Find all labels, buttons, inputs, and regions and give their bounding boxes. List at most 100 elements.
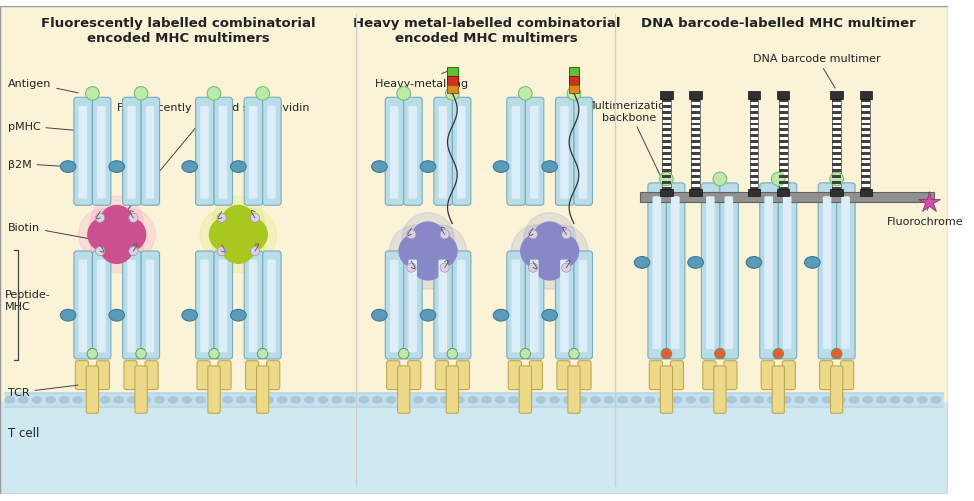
FancyBboxPatch shape xyxy=(128,260,135,353)
Ellipse shape xyxy=(522,396,533,404)
Bar xyxy=(692,164,700,167)
FancyBboxPatch shape xyxy=(568,366,581,413)
FancyBboxPatch shape xyxy=(457,260,466,353)
Circle shape xyxy=(112,217,146,253)
Circle shape xyxy=(511,225,563,278)
FancyBboxPatch shape xyxy=(762,361,774,390)
FancyBboxPatch shape xyxy=(555,252,574,359)
Bar xyxy=(692,135,700,138)
Ellipse shape xyxy=(604,396,615,404)
Ellipse shape xyxy=(58,396,69,404)
Ellipse shape xyxy=(713,396,724,404)
Text: Heavy metal-labelled combinatorial
encoded MHC multimers: Heavy metal-labelled combinatorial encod… xyxy=(353,17,620,45)
Bar xyxy=(861,158,870,161)
Bar xyxy=(750,164,759,167)
Ellipse shape xyxy=(468,396,478,404)
Bar xyxy=(830,189,843,197)
FancyBboxPatch shape xyxy=(819,361,833,390)
Circle shape xyxy=(402,213,454,265)
Circle shape xyxy=(129,214,138,223)
FancyBboxPatch shape xyxy=(390,260,398,353)
Bar xyxy=(832,96,841,193)
FancyBboxPatch shape xyxy=(214,98,233,206)
Ellipse shape xyxy=(634,257,650,269)
FancyBboxPatch shape xyxy=(123,98,141,206)
Bar xyxy=(662,181,671,184)
Ellipse shape xyxy=(645,396,656,404)
FancyBboxPatch shape xyxy=(778,183,797,359)
Circle shape xyxy=(529,264,538,273)
FancyBboxPatch shape xyxy=(435,361,448,390)
Bar xyxy=(779,164,788,167)
Bar xyxy=(861,176,870,179)
FancyBboxPatch shape xyxy=(386,252,404,359)
Ellipse shape xyxy=(109,310,125,321)
FancyBboxPatch shape xyxy=(397,366,410,413)
Bar xyxy=(662,106,671,109)
FancyBboxPatch shape xyxy=(408,361,421,390)
FancyBboxPatch shape xyxy=(135,366,147,413)
Bar xyxy=(750,176,759,179)
Bar xyxy=(861,100,870,103)
Bar xyxy=(832,135,841,138)
FancyBboxPatch shape xyxy=(97,260,105,353)
Circle shape xyxy=(225,209,277,261)
Circle shape xyxy=(518,87,532,101)
Circle shape xyxy=(135,349,146,359)
FancyBboxPatch shape xyxy=(93,98,111,206)
Bar xyxy=(859,189,872,197)
FancyBboxPatch shape xyxy=(666,183,685,359)
FancyBboxPatch shape xyxy=(557,361,570,390)
FancyBboxPatch shape xyxy=(97,107,105,199)
Bar xyxy=(861,112,870,115)
Ellipse shape xyxy=(658,396,669,404)
Circle shape xyxy=(129,247,138,256)
FancyBboxPatch shape xyxy=(506,252,525,359)
Bar xyxy=(447,68,458,77)
Circle shape xyxy=(217,247,226,256)
FancyBboxPatch shape xyxy=(823,197,832,349)
Ellipse shape xyxy=(45,396,56,404)
FancyBboxPatch shape xyxy=(128,107,135,199)
Bar xyxy=(861,164,870,167)
Bar xyxy=(832,164,841,167)
Circle shape xyxy=(221,230,256,265)
Ellipse shape xyxy=(493,161,508,173)
FancyBboxPatch shape xyxy=(267,260,276,353)
FancyBboxPatch shape xyxy=(578,361,591,390)
Text: Heavy-metal tag: Heavy-metal tag xyxy=(375,71,468,88)
FancyBboxPatch shape xyxy=(560,107,569,199)
Bar xyxy=(662,164,671,167)
Bar xyxy=(779,135,788,138)
Circle shape xyxy=(407,230,416,239)
FancyBboxPatch shape xyxy=(714,366,726,413)
Ellipse shape xyxy=(236,396,246,404)
Ellipse shape xyxy=(222,396,233,404)
Bar xyxy=(861,141,870,144)
FancyBboxPatch shape xyxy=(837,183,855,359)
FancyBboxPatch shape xyxy=(720,183,738,359)
Ellipse shape xyxy=(903,396,914,404)
Bar xyxy=(662,152,671,155)
Ellipse shape xyxy=(795,396,805,404)
Bar xyxy=(832,147,841,149)
Bar xyxy=(861,152,870,155)
Bar xyxy=(750,147,759,149)
Bar xyxy=(861,135,870,138)
Ellipse shape xyxy=(113,396,124,404)
Ellipse shape xyxy=(740,396,751,404)
Bar xyxy=(692,112,700,115)
Ellipse shape xyxy=(4,396,15,404)
Ellipse shape xyxy=(72,396,83,404)
Ellipse shape xyxy=(372,161,388,173)
Circle shape xyxy=(208,349,219,359)
Text: DNA barcode-labelled MHC multimer: DNA barcode-labelled MHC multimer xyxy=(641,17,916,30)
Bar xyxy=(750,181,759,184)
Circle shape xyxy=(520,349,531,359)
Bar xyxy=(692,170,700,173)
FancyBboxPatch shape xyxy=(256,366,269,413)
Circle shape xyxy=(87,217,122,253)
FancyBboxPatch shape xyxy=(650,361,662,390)
Bar xyxy=(832,170,841,173)
FancyBboxPatch shape xyxy=(263,252,281,359)
